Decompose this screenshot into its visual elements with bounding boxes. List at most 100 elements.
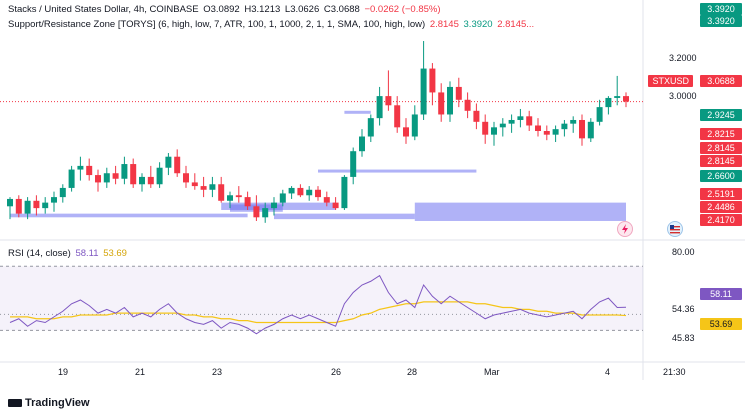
candle-body-34 [306,189,313,196]
candle-body-37 [332,202,339,209]
candle-body-30 [271,202,277,209]
candle-body-51 [455,86,462,100]
candle-body-4 [42,202,49,209]
candle-body-62 [552,129,559,135]
candle-body-28 [253,206,260,218]
candle-body-14 [130,164,137,185]
candle-body-68 [605,97,612,108]
candle-body-18 [165,156,172,168]
us-flag-icon[interactable] [667,221,683,237]
candle-body-54 [482,121,489,135]
candle-body-55 [491,127,497,135]
candle-body-52 [464,99,471,111]
candle-body-6 [59,187,66,198]
candle-body-46 [411,114,418,137]
lightning-icon-glyph [622,224,628,234]
rsi-line [9,274,627,335]
time-axis-tick-3: 26 [331,367,342,377]
ohlc-high: H3.1213 [244,4,281,15]
indicator-value-3: 2.8145... [497,19,535,30]
candle-body-5 [51,197,57,203]
candle-body-58 [517,116,524,120]
rsi-band [0,266,643,331]
time-axis-tick-4: 28 [407,367,418,377]
candle-body-66 [587,121,594,139]
candle-body-19 [174,156,181,174]
tradingview-logo-icon [8,399,22,408]
rsi-value: 58.11 [75,248,99,259]
price-label-0: 3.3920 [700,3,742,15]
candle-body-22 [200,186,207,190]
candle-body-48 [429,68,436,93]
candle-body-32 [288,187,295,194]
indicator-value-2: 3.3920 [463,19,493,30]
candle-body-50 [447,86,453,115]
candle-body-20 [183,173,189,183]
candle-body-45 [403,127,409,137]
candle-body-38 [341,176,348,209]
indicator-header: Support/Resistance Zone [TORYS] (6, high… [8,19,536,30]
candle-body-31 [279,193,286,203]
candle-body-26 [235,195,242,198]
price-label-8: 2.6600 [700,170,742,182]
candle-body-3 [33,200,40,209]
time-axis-tick-1: 21 [135,367,146,377]
candle-body-70 [623,96,629,102]
candle-body-23 [209,184,216,190]
candle-body-69 [614,96,621,98]
candle-body-27 [244,197,251,207]
candle-body-16 [147,176,154,185]
symbol-name[interactable]: Stacks / United States Dollar, 4h, COINB… [8,4,199,15]
price-label-11: 2.4170 [700,214,742,226]
tradingview-logo[interactable]: TradingView [8,397,90,409]
candle-body-39 [350,151,357,177]
rsi-ma-line [10,301,627,324]
sr-zone-6 [414,202,626,221]
candle-body-57 [508,119,515,124]
price-label-5: 2.8215 [700,128,742,140]
candle-body-41 [367,118,374,137]
indicator-value-1: 2.8145 [429,19,459,30]
sr-zone-0 [10,213,248,218]
symbol-header: Stacks / United States Dollar, 4h, COINB… [8,4,443,15]
candle-body-47 [420,68,427,115]
candle-body-56 [499,123,506,128]
price-label-7: 2.8145 [700,155,742,167]
rsi-label-1: 53.69 [700,318,742,330]
time-axis-tick-0: 19 [58,367,69,377]
us-flag-icon-glyph [670,225,680,234]
rsi-axis-tick-0: 80.00 [672,247,695,257]
time-axis-tick-5: Mar [484,367,500,377]
candle-body-2 [24,200,31,214]
candle-body-59 [526,116,533,126]
candle-body-15 [139,176,145,185]
candle-body-35 [315,189,321,198]
candle-body-29 [262,208,269,218]
price-label-2: STXUSD [648,75,693,87]
candle-body-67 [596,107,603,122]
sr-zone-4 [274,213,415,220]
lightning-icon[interactable] [617,221,633,237]
candle-body-11 [103,173,110,183]
price-label-1: 3.3920 [700,15,742,27]
rsi-label[interactable]: RSI (14, close) [8,248,71,259]
candle-body-13 [121,164,128,179]
ohlc-close: C3.0688 [323,4,360,15]
time-axis-tick-2: 23 [212,367,223,377]
candle-body-64 [570,119,577,124]
candle-body-17 [156,167,163,185]
rsi-ma-value: 53.69 [103,248,127,259]
price-label-4: 2.9245 [700,109,742,121]
candle-body-0 [7,198,13,207]
candle-body-61 [543,131,550,135]
sr-zone-2 [221,202,336,210]
candle-body-49 [438,92,445,115]
candle-body-43 [385,96,392,106]
candle-body-10 [95,175,101,183]
ohlc-change: −0.0262 (−0.85%) [364,4,441,15]
candle-body-42 [376,96,383,119]
candle-body-44 [394,105,401,128]
indicator-label[interactable]: Support/Resistance Zone [TORYS] (6, high… [8,19,426,30]
time-axis-tick-7: 21:30 [663,367,686,377]
